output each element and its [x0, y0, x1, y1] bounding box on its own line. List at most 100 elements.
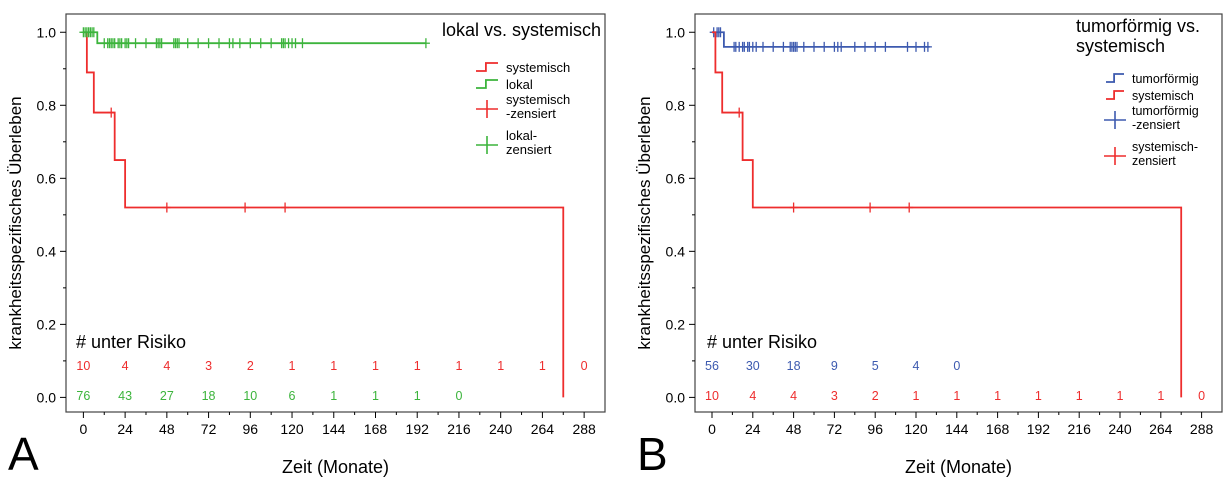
- x-tick-label: 240: [1108, 421, 1132, 437]
- at-risk-count: 18: [787, 359, 801, 373]
- x-tick-label: 264: [1149, 421, 1173, 437]
- legend-label: systemisch: [506, 92, 570, 107]
- at-risk-count: 56: [705, 359, 719, 373]
- x-tick-label: 0: [708, 421, 716, 437]
- legend-label: systemisch: [506, 60, 570, 75]
- y-tick-label: 0.8: [666, 97, 686, 113]
- x-tick-label: 168: [364, 421, 388, 437]
- at-risk-count: 10: [705, 389, 719, 403]
- y-tick-label: 0.6: [37, 170, 57, 186]
- x-axis-title: Zeit (Monate): [282, 457, 389, 477]
- at-risk-count: 1: [953, 389, 960, 403]
- chart-title: lokal vs. systemisch: [442, 20, 601, 40]
- at-risk-count: 30: [746, 359, 760, 373]
- at-risk-count: 0: [581, 359, 588, 373]
- at-risk-count: 3: [831, 389, 838, 403]
- series-line-lokal: [83, 31, 426, 45]
- x-tick-label: 24: [745, 421, 761, 437]
- y-tick-label: 0.0: [666, 389, 686, 405]
- x-tick-label: 48: [159, 421, 175, 437]
- y-tick-label: 0.0: [37, 389, 57, 405]
- legend-step-icon: [1106, 73, 1124, 83]
- x-tick-label: 120: [904, 421, 928, 437]
- at-risk-count: 1: [913, 389, 920, 403]
- y-tick-label: 0.6: [666, 170, 686, 186]
- x-tick-label: 72: [827, 421, 843, 437]
- at-risk-count: 4: [749, 389, 756, 403]
- at-risk-count: 1: [330, 359, 337, 373]
- x-tick-label: 288: [1190, 421, 1214, 437]
- x-tick-label: 72: [201, 421, 217, 437]
- legend-label: lokal: [506, 77, 533, 92]
- at-risk-count: 1: [455, 359, 462, 373]
- y-tick-label: 0.4: [666, 243, 686, 259]
- x-tick-label: 96: [243, 421, 259, 437]
- y-tick-label: 1.0: [37, 24, 57, 40]
- legend-label: tumorförmig: [1132, 72, 1199, 86]
- chart-title-line: systemisch: [1076, 36, 1165, 56]
- y-tick-label: 1.0: [666, 24, 686, 40]
- chart-title-line: tumorförmig vs.: [1076, 16, 1200, 36]
- at-risk-count: 2: [872, 389, 879, 403]
- at-risk-count: 0: [953, 359, 960, 373]
- x-tick-label: 288: [572, 421, 596, 437]
- legend-step-icon: [1106, 90, 1124, 100]
- at-risk-header: # unter Risiko: [707, 332, 817, 352]
- at-risk-count: 4: [122, 359, 129, 373]
- at-risk-count: 76: [76, 389, 90, 403]
- at-risk-count: 0: [455, 389, 462, 403]
- x-tick-label: 240: [489, 421, 513, 437]
- at-risk-count: 4: [913, 359, 920, 373]
- x-axis-title: Zeit (Monate): [905, 457, 1012, 477]
- at-risk-count: 43: [118, 389, 132, 403]
- at-risk-count: 1: [414, 359, 421, 373]
- x-tick-label: 24: [117, 421, 133, 437]
- y-axis-title: krankheitsspezifisches Überleben: [6, 96, 25, 349]
- y-tick-label: 0.4: [37, 243, 57, 259]
- at-risk-count: 1: [994, 389, 1001, 403]
- x-tick-label: 216: [447, 421, 471, 437]
- plot-frame: [694, 13, 1223, 413]
- legend-label: systemisch: [1132, 89, 1194, 103]
- legend-label: zensiert: [1132, 154, 1176, 168]
- legend-step-icon: [476, 79, 498, 89]
- at-risk-count: 9: [831, 359, 838, 373]
- legend-label: -zensiert: [506, 106, 556, 121]
- legend-label: zensiert: [506, 142, 552, 157]
- at-risk-count: 1: [1117, 389, 1124, 403]
- x-tick-label: 144: [322, 421, 346, 437]
- chart-panel-b: 0 24 48 72 96 120 144 168 192 216 240 264 2880.00.20…: [635, 13, 1223, 480]
- at-risk-count: 1: [372, 389, 379, 403]
- x-tick-label: 144: [945, 421, 969, 437]
- x-tick-label: 168: [986, 421, 1010, 437]
- at-risk-count: 1: [1035, 389, 1042, 403]
- at-risk-count: 4: [790, 389, 797, 403]
- at-risk-count: 6: [289, 389, 296, 403]
- chart-panel-a: 0 24 48 72 96 120 144 168 192 216 240 264 2880.00.20…: [6, 13, 606, 480]
- at-risk-count: 3: [205, 359, 212, 373]
- x-tick-label: 96: [867, 421, 883, 437]
- y-axis-title: krankheitsspezifisches Überleben: [635, 96, 654, 349]
- at-risk-count: 1: [1157, 389, 1164, 403]
- at-risk-count: 2: [247, 359, 254, 373]
- at-risk-header: # unter Risiko: [76, 332, 186, 352]
- x-tick-label: 0: [79, 421, 87, 437]
- at-risk-count: 4: [163, 359, 170, 373]
- panel-label: A: [8, 428, 39, 477]
- legend-step-icon: [476, 62, 498, 72]
- x-tick-label: 192: [1027, 421, 1051, 437]
- at-risk-count: 1: [330, 389, 337, 403]
- at-risk-count: 27: [160, 389, 174, 403]
- at-risk-count: 1: [289, 359, 296, 373]
- y-tick-label: 0.2: [37, 316, 57, 332]
- x-tick-label: 48: [786, 421, 802, 437]
- at-risk-count: 1: [1076, 389, 1083, 403]
- x-tick-label: 192: [406, 421, 430, 437]
- at-risk-count: 1: [539, 359, 546, 373]
- legend-label: tumorförmig: [1132, 104, 1199, 118]
- y-tick-label: 0.2: [666, 316, 686, 332]
- y-tick-label: 0.8: [37, 97, 57, 113]
- at-risk-count: 18: [202, 389, 216, 403]
